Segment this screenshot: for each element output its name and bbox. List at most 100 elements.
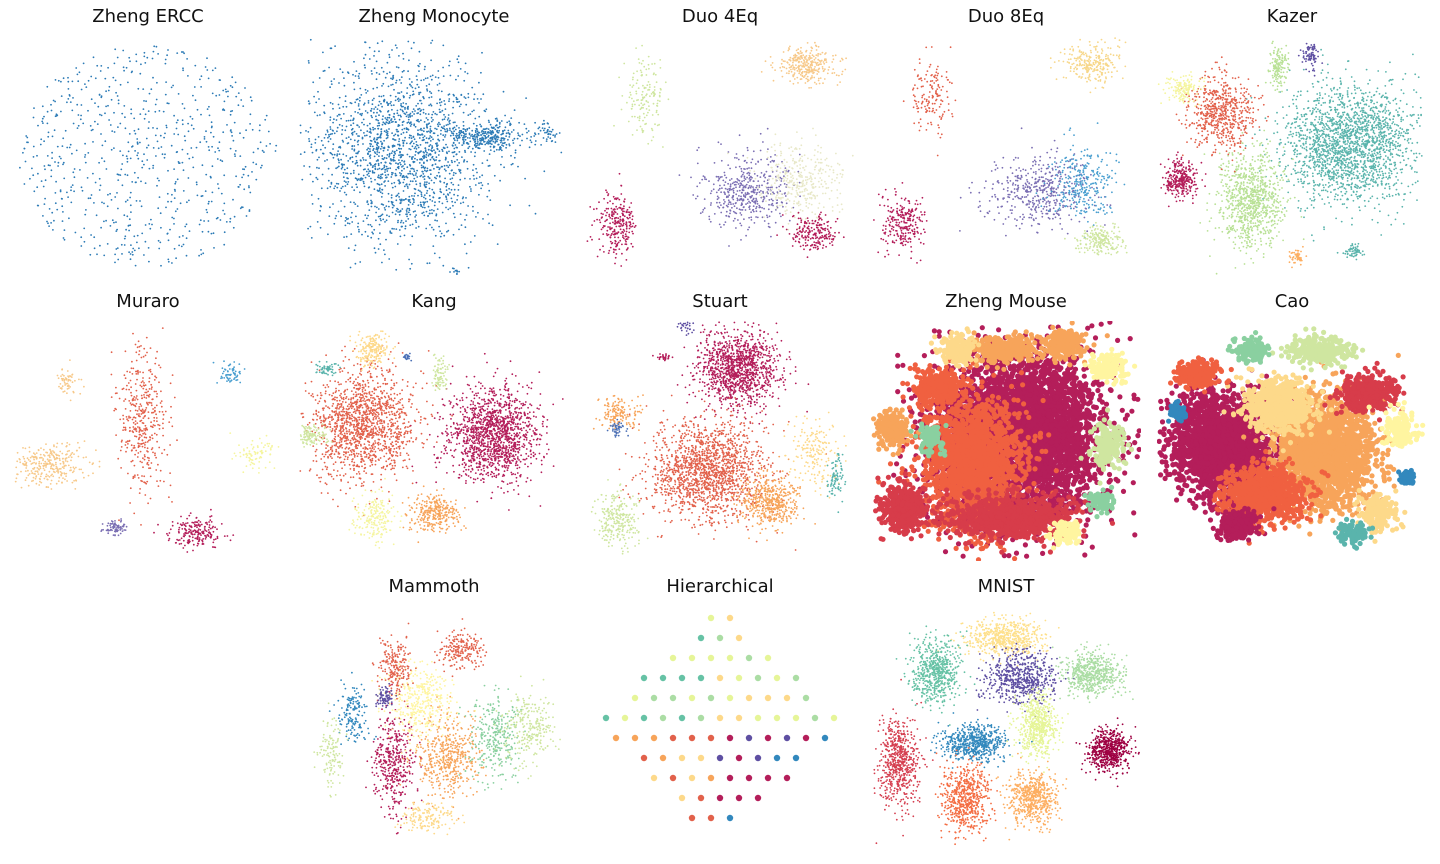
data-point: [484, 130, 487, 133]
data-point: [429, 158, 432, 161]
data-point: [411, 203, 414, 206]
data-point: [354, 101, 357, 104]
data-point: [513, 109, 516, 111]
data-point: [554, 141, 557, 143]
data-point: [727, 191, 730, 194]
data-point: [336, 154, 338, 157]
data-point: [622, 210, 624, 213]
data-point: [448, 187, 450, 190]
data-point: [628, 224, 631, 227]
data-point: [822, 228, 824, 231]
data-point: [337, 159, 340, 162]
data-point: [333, 222, 336, 225]
data-point: [635, 92, 638, 95]
data-point: [353, 130, 356, 133]
data-point: [543, 122, 546, 125]
data-point: [398, 147, 401, 150]
data-point: [426, 151, 428, 154]
data-point: [787, 228, 790, 231]
data-point: [619, 222, 621, 225]
data-point: [1083, 61, 1086, 64]
data-point: [414, 110, 416, 112]
data-point: [792, 177, 795, 180]
data-point: [379, 215, 382, 218]
data-point: [387, 192, 390, 195]
data-point: [167, 239, 170, 242]
data-point: [814, 44, 817, 47]
data-point: [44, 168, 46, 171]
data-point: [347, 71, 349, 74]
data-point: [255, 178, 258, 181]
data-point: [195, 146, 198, 149]
data-point: [147, 127, 150, 129]
data-point: [402, 145, 405, 147]
data-point: [781, 162, 784, 165]
data-point: [341, 71, 344, 74]
data-point: [748, 185, 751, 187]
data-point: [783, 175, 785, 178]
data-point: [73, 168, 76, 170]
data-point: [736, 197, 739, 200]
data-point: [610, 207, 613, 210]
data-point: [388, 71, 391, 74]
data-point: [816, 61, 819, 64]
data-point: [745, 203, 747, 206]
data-point: [414, 192, 416, 195]
data-point: [811, 219, 814, 222]
data-point: [377, 159, 379, 162]
data-point: [632, 72, 635, 75]
data-point: [804, 68, 807, 70]
data-point: [392, 138, 395, 140]
data-point: [182, 51, 184, 53]
data-point: [427, 205, 430, 208]
data-point: [176, 52, 179, 54]
data-point: [428, 153, 431, 156]
data-point: [803, 154, 806, 157]
data-point: [831, 210, 834, 212]
data-point: [388, 258, 391, 260]
data-point: [732, 198, 735, 201]
data-point: [369, 157, 372, 159]
data-point: [369, 128, 372, 131]
data-point: [223, 109, 226, 112]
data-point: [409, 148, 412, 151]
data-point: [206, 57, 208, 60]
data-point: [208, 149, 211, 152]
data-point: [124, 200, 127, 203]
data-point: [123, 69, 125, 72]
data-point: [357, 105, 360, 107]
data-point: [799, 167, 801, 170]
data-point: [746, 149, 749, 152]
data-point: [813, 154, 816, 157]
data-point: [210, 126, 213, 129]
data-point: [1089, 44, 1091, 46]
data-point: [123, 237, 126, 240]
data-point: [825, 52, 827, 54]
data-point: [375, 71, 378, 74]
data-point: [174, 182, 177, 185]
data-point: [818, 202, 821, 205]
data-point: [467, 92, 470, 95]
data-point: [363, 123, 365, 126]
data-point: [478, 115, 481, 118]
data-point: [230, 131, 233, 134]
data-point: [831, 61, 834, 63]
data-point: [806, 217, 809, 220]
data-point: [245, 129, 248, 132]
data-point: [401, 225, 403, 228]
data-point: [388, 128, 390, 130]
data-point: [422, 211, 425, 214]
data-point: [841, 73, 843, 76]
data-point: [600, 212, 603, 215]
data-point: [448, 172, 451, 175]
data-point: [743, 175, 746, 178]
data-point: [342, 171, 345, 174]
data-point: [494, 128, 497, 131]
data-point: [742, 206, 745, 209]
data-point: [340, 187, 343, 190]
data-point: [822, 168, 824, 171]
data-point: [625, 235, 628, 238]
data-point: [442, 44, 445, 47]
data-point: [782, 225, 784, 228]
data-point: [389, 167, 392, 170]
